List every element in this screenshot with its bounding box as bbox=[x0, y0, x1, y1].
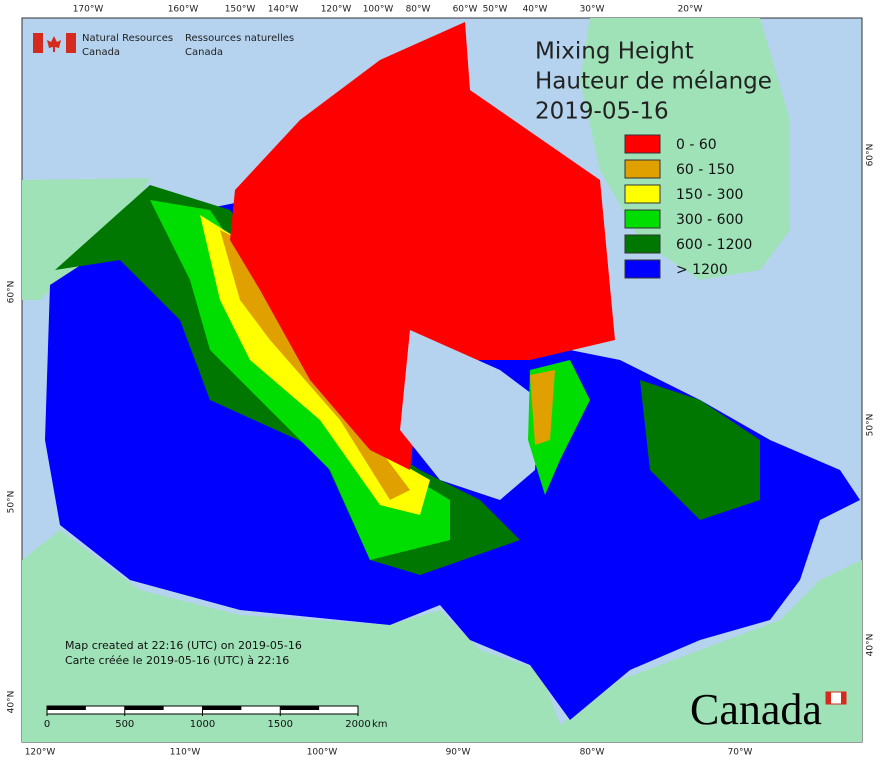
latitude-label: 60°N bbox=[866, 144, 876, 167]
agency-fr: Canada bbox=[185, 47, 223, 58]
longitude-label: 40°W bbox=[523, 5, 548, 15]
map-title: Mixing Height bbox=[535, 39, 694, 65]
longitude-label: 110°W bbox=[170, 748, 201, 758]
flag-bar bbox=[33, 33, 43, 53]
longitude-label: 140°W bbox=[268, 5, 299, 15]
scale-label: 0 bbox=[44, 719, 50, 730]
scale-label: 2000 bbox=[345, 719, 370, 730]
credit: Carte créée le 2019-05-16 (UTC) à 22:16 bbox=[65, 654, 289, 667]
zone-0-60 bbox=[230, 22, 615, 470]
latitude-label: 40°N bbox=[7, 691, 17, 714]
scale-segment bbox=[124, 706, 164, 710]
agency-fr: Ressources naturelles bbox=[185, 33, 294, 44]
latitude-label: 50°N bbox=[866, 414, 876, 437]
longitude-label: 170°W bbox=[73, 5, 104, 15]
legend-swatch bbox=[624, 184, 661, 204]
scale-segment bbox=[47, 706, 86, 710]
agency-en: Natural Resources bbox=[82, 33, 173, 44]
longitude-label: 100°W bbox=[307, 748, 338, 758]
scale-label: 500 bbox=[115, 719, 134, 730]
credit: Map created at 22:16 (UTC) on 2019-05-16 bbox=[65, 639, 302, 652]
flag-leaf bbox=[47, 36, 61, 52]
latitude-label: 60°N bbox=[7, 281, 17, 304]
longitude-label: 80°W bbox=[580, 748, 605, 758]
longitude-label: 50°W bbox=[483, 5, 508, 15]
scale-segment bbox=[280, 706, 320, 710]
longitude-label: 20°W bbox=[678, 5, 703, 15]
legend-label: > 1200 bbox=[676, 262, 728, 278]
hudson-bay bbox=[400, 330, 540, 500]
legend-swatch bbox=[624, 259, 661, 279]
scale-label: 1500 bbox=[268, 719, 293, 730]
legend-label: 150 - 300 bbox=[676, 187, 743, 203]
legend-swatch bbox=[624, 159, 661, 179]
scale-unit: km bbox=[372, 719, 388, 730]
legend-label: 60 - 150 bbox=[676, 162, 735, 178]
wordmark-flag-bar bbox=[826, 692, 831, 704]
canada-field bbox=[45, 22, 860, 720]
wordmark: Canada bbox=[690, 685, 822, 734]
agency-en: Canada bbox=[82, 47, 120, 58]
longitude-label: 120°W bbox=[25, 748, 56, 758]
legend-swatch bbox=[624, 234, 661, 254]
legend-label: 300 - 600 bbox=[676, 212, 743, 228]
flag-bar bbox=[66, 33, 76, 53]
longitude-label: 30°W bbox=[580, 5, 605, 15]
scale-label: 1000 bbox=[190, 719, 215, 730]
legend-swatch bbox=[624, 134, 661, 154]
latitude-label: 50°N bbox=[7, 491, 17, 514]
longitude-label: 80°W bbox=[406, 5, 431, 15]
latitude-label: 40°N bbox=[866, 634, 876, 657]
longitude-label: 150°W bbox=[225, 5, 256, 15]
legend-swatch bbox=[624, 209, 661, 229]
longitude-label: 60°W bbox=[453, 5, 478, 15]
labrador-zone bbox=[640, 380, 760, 520]
longitude-label: 70°W bbox=[728, 748, 753, 758]
legend-label: 600 - 1200 bbox=[676, 237, 752, 253]
map-title: 2019-05-16 bbox=[535, 99, 669, 125]
alaska bbox=[22, 178, 150, 300]
legend-label: 0 - 60 bbox=[676, 137, 717, 153]
scale-segment bbox=[202, 706, 242, 710]
longitude-label: 120°W bbox=[321, 5, 352, 15]
united-states bbox=[22, 530, 862, 742]
longitude-label: 160°W bbox=[168, 5, 199, 15]
wordmark-flag-bar bbox=[841, 692, 846, 704]
map-title: Hauteur de mélange bbox=[535, 69, 772, 95]
longitude-label: 100°W bbox=[363, 5, 394, 15]
longitude-label: 90°W bbox=[446, 748, 471, 758]
quebec-west-zone-inner bbox=[530, 370, 555, 445]
